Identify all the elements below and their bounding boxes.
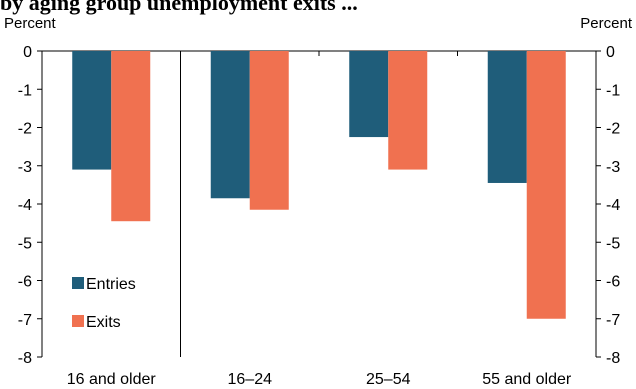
left-y-tick-label: -2 [18,121,32,138]
chart-title-text: by aging group unemployment exits ... [0,0,358,15]
right-y-tick-label: 0 [606,44,615,61]
bar-exits [526,51,566,319]
legend: Entries Exits [72,276,136,331]
x-category-label: 55 and older [482,371,572,388]
right-y-tick-label: -7 [606,312,620,329]
right-y-tick-label: -5 [606,235,620,252]
bars [72,51,566,319]
left-y-tick-label: 0 [23,44,32,61]
bar-exits [111,51,151,222]
right-y-tick-label: -1 [606,82,620,99]
right-axis-unit: Percent [580,15,633,32]
x-category-label: 16–24 [228,371,273,388]
left-y-tick-label: -1 [18,82,32,99]
legend-swatch-exits [72,315,84,327]
left-y-tick-label: -7 [18,312,32,329]
right-y-tick-label: -6 [606,274,620,291]
right-y-tick-label: -4 [606,197,620,214]
legend-label-exits: Exits [86,314,121,331]
bar-exits [388,51,428,170]
right-y-tick-label: -8 [606,350,620,367]
chart-title: by aging group unemployment exits ... [0,0,358,15]
legend-label-entries: Entries [86,276,136,293]
x-category-label: 16 and older [67,371,157,388]
left-y-tick-label: -8 [18,350,32,367]
left-y-tick-label: -3 [18,159,32,176]
left-y-tick-label: -6 [18,274,32,291]
bar-exits [249,51,289,210]
bar-entries [487,51,527,183]
left-y-tick-label: -4 [18,197,32,214]
axes: Percent Percent 0 0 -1 -1 -2 -2 -3 -3 -4 -4 -5 -5 -6 -6… [4,15,633,388]
bar-entries [210,51,250,199]
legend-swatch-entries [72,277,84,289]
x-category-label: 25–54 [366,371,411,388]
left-y-tick-label: -5 [18,235,32,252]
bar-entries [72,51,112,170]
right-y-tick-label: -3 [606,159,620,176]
right-y-tick-label: -2 [606,121,620,138]
left-axis-unit: Percent [4,15,57,32]
bar-entries [349,51,389,138]
